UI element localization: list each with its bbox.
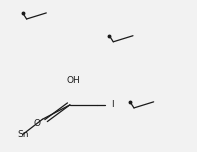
Text: Sn: Sn bbox=[17, 130, 28, 139]
Text: I: I bbox=[111, 100, 114, 109]
Text: OH: OH bbox=[66, 76, 80, 85]
Text: O: O bbox=[34, 119, 41, 128]
